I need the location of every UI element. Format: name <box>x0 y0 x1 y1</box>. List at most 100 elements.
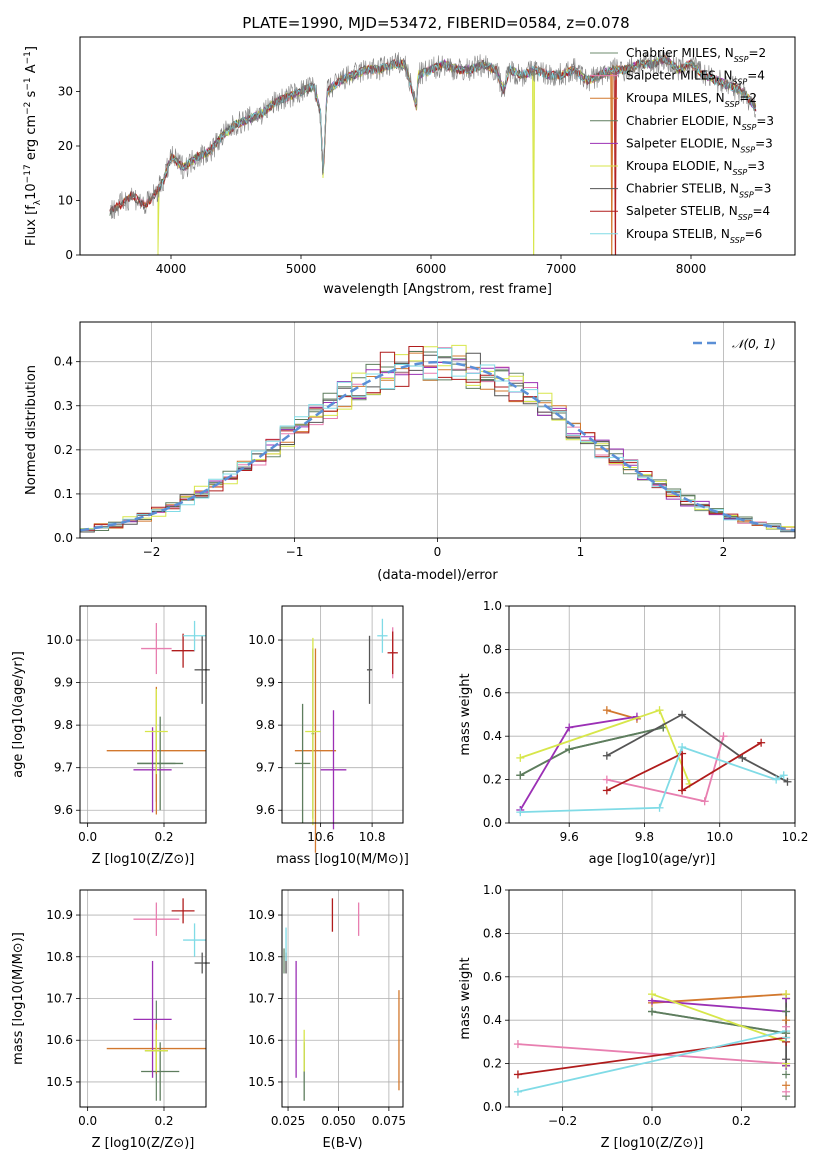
x-tick-label: 10.8 <box>359 830 386 844</box>
errorbar-salpeter-miles <box>133 902 180 936</box>
errorbar-chabrier-stelib <box>194 952 210 974</box>
y-tick-label: 10.9 <box>248 908 275 922</box>
y-tick-label: 10.5 <box>248 1075 275 1089</box>
axes-frame <box>508 605 796 824</box>
x-tick-label: 10.6 <box>307 830 334 844</box>
x-tick-label: 0.075 <box>372 1114 406 1128</box>
spectrum-lines <box>109 49 757 255</box>
errorbar-kroupa-stelib <box>377 618 388 653</box>
errorbar-kroupa-elodie <box>144 688 168 775</box>
y-axis-label: mass [log10(M/M⊙)] <box>11 932 26 1065</box>
series-line <box>517 1036 787 1076</box>
y-tick-label: 10.9 <box>46 908 73 922</box>
series-line <box>651 1010 787 1035</box>
x-axis-label: age [log10(age/yr)] <box>589 852 716 867</box>
histograms <box>80 344 795 533</box>
series-kroupa-miles <box>648 990 791 1007</box>
data-spectrum-line <box>109 49 756 220</box>
edge-markers <box>782 990 791 1101</box>
x-tick-label: −2 <box>143 545 161 559</box>
axes-frame <box>281 605 404 824</box>
histogram-kroupa-stelib <box>80 347 795 533</box>
errorbar-salpeter-stelib <box>171 633 195 668</box>
y-tick-label: 9.6 <box>256 803 275 817</box>
y-tick-label: 30 <box>58 85 73 99</box>
legend-label: Kroupa ELODIE, NSSP=3 <box>626 159 765 177</box>
errorbar-kroupa-miles <box>294 648 337 853</box>
x-axis-label: (data-model)/error <box>377 568 498 583</box>
x-tick-label: 10.0 <box>706 830 733 844</box>
errorbar-salpeter-elodie <box>133 727 172 813</box>
legend-label: Salpeter MILES, NSSP=4 <box>626 69 765 87</box>
series-line <box>651 999 787 1013</box>
age-vs-Z-panel: 0.0 0.2 9.6 9.7 9.8 9.9 10.0 Z [log10(Z/Z⊙)] age… <box>11 605 210 867</box>
series-line <box>651 993 787 1043</box>
x-tick-label: 4000 <box>156 262 187 276</box>
series-chabrier-elodie <box>648 1007 791 1038</box>
x-axis-label: wavelength [Angstrom, rest frame] <box>323 282 552 297</box>
x-axis-label: Z [log10(Z/Z⊙)] <box>92 852 195 867</box>
errorbar-chabrier-stelib <box>194 635 210 704</box>
y-tick-label: 10.7 <box>248 992 275 1006</box>
x-tick-label: −1 <box>286 545 304 559</box>
axes-frame <box>79 321 796 539</box>
figure-title: PLATE=1990, MJD=53472, FIBERID=0584, z=0… <box>242 14 629 32</box>
y-axis-label: Normed distribution <box>24 365 39 495</box>
y-tick-label: 20 <box>58 139 73 153</box>
x-tick-label: 0.025 <box>271 1114 305 1128</box>
legend-label: Kroupa MILES, NSSP=2 <box>626 91 757 109</box>
mass-vs-ebv-panel: 0.025 0.050 0.075 10.5 10.6 10.7 10.8 10.9 E(B-V… <box>248 889 406 1151</box>
x-tick-label: 0.0 <box>78 830 97 844</box>
x-tick-label: 0.0 <box>78 1114 97 1128</box>
legend-label: Chabrier MILES, NSSP=2 <box>626 46 766 64</box>
errorbar-chabrier-stelib <box>366 635 373 704</box>
errorbar-salpeter-stelib <box>387 631 398 675</box>
y-tick-label: 1.0 <box>483 883 502 897</box>
axes-frame <box>79 889 207 1108</box>
errorbar-chabrier-elodie <box>141 1042 180 1101</box>
legend-label: Chabrier ELODIE, NSSP=3 <box>626 114 774 132</box>
series-line <box>519 715 638 811</box>
y-tick-label: 0.6 <box>483 970 502 984</box>
y-tick-label: 10.7 <box>46 992 73 1006</box>
x-tick-label: 2 <box>720 545 728 559</box>
series-line <box>606 713 788 783</box>
legend-label: Salpeter STELIB, NSSP=4 <box>626 204 770 222</box>
legend-label: Kroupa STELIB, NSSP=6 <box>626 227 762 245</box>
x-tick-label: −0.2 <box>548 1114 577 1128</box>
legend: Chabrier MILES, NSSP=2 Salpeter MILES, NS… <box>590 46 774 244</box>
x-tick-label: 9.6 <box>560 830 579 844</box>
x-axis-label: mass [log10(M/M⊙)] <box>276 852 409 867</box>
y-tick-label: 9.6 <box>54 803 73 817</box>
errorbar-salpeter-elodie <box>133 960 172 1078</box>
x-tick-label: 0 <box>434 545 442 559</box>
y-tick-label: 0.2 <box>54 443 73 457</box>
residuals-panel: −2 −1 0 1 2 0.0 0.1 0.2 0.3 0.4 (data-model)/error… <box>24 321 796 583</box>
y-tick-label: 10.0 <box>46 633 73 647</box>
errorbar-kroupa-stelib <box>183 923 206 957</box>
y-tick-label: 0.4 <box>54 355 73 369</box>
series-kroupa-elodie <box>516 706 694 788</box>
y-tick-label: 10.6 <box>248 1033 275 1047</box>
weight-vs-Z-panel: −0.2 0.0 0.2 0.0 0.2 0.4 0.6 0.8 1.0 Z [log10(Z/Z… <box>458 883 796 1151</box>
y-tick-label: 0.8 <box>483 926 502 940</box>
errorbar-chabrier-elodie <box>294 703 311 823</box>
axes-frame <box>508 889 796 1108</box>
y-axis-label: mass weight <box>458 673 473 755</box>
x-tick-label: 6000 <box>416 262 447 276</box>
axes-frame <box>281 889 404 1108</box>
y-tick-label: 10.8 <box>46 950 73 964</box>
model-line-kroupa-elodie <box>157 54 757 255</box>
series-line <box>517 1043 787 1065</box>
legend-label: Chabrier STELIB, NSSP=3 <box>626 182 771 200</box>
y-tick-label: 0.0 <box>54 531 73 545</box>
legend-label: Salpeter ELODIE, NSSP=3 <box>626 136 773 154</box>
x-tick-label: 7000 <box>546 262 577 276</box>
series-chabrier-stelib <box>602 710 792 786</box>
y-tick-label: 9.9 <box>54 676 73 690</box>
series-kroupa-stelib <box>516 743 788 817</box>
series-salpeter-elodie <box>516 712 641 814</box>
x-tick-label: 10.2 <box>782 830 809 844</box>
x-tick-label: 0.2 <box>732 1114 751 1128</box>
x-tick-label: 1 <box>577 545 585 559</box>
